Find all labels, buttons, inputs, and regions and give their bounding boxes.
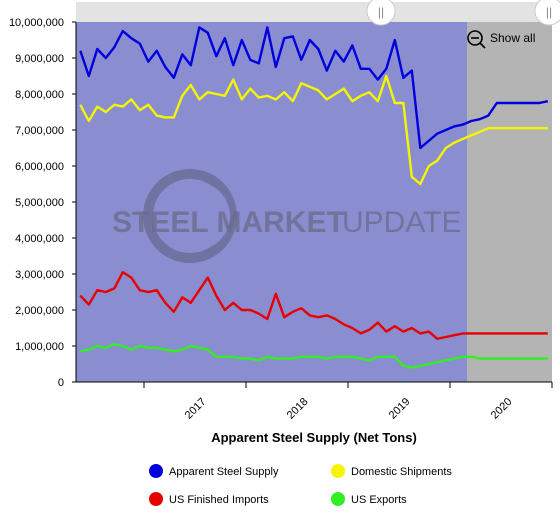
- legend-label-0: Apparent Steel Supply: [169, 466, 279, 478]
- series-line-0: [79, 26, 549, 150]
- y-tick-label: 8,000,000: [15, 89, 64, 101]
- axes: 0 1,000,000 2,000,000 3,000,000 4,000,000 5,0…: [9, 17, 553, 422]
- watermark-swoosh: [143, 169, 237, 263]
- watermark-logo: STEEL MARKET UPDATE: [112, 169, 461, 263]
- legend: Apparent Steel Supply Domestic Shipments U…: [149, 464, 452, 506]
- legend-label-3: US Exports: [351, 494, 407, 506]
- show-all-button[interactable]: Show all: [467, 30, 535, 49]
- y-tick-label: 10,000,000: [9, 17, 64, 29]
- series-line-1: [79, 74, 548, 186]
- navigator-track[interactable]: [76, 2, 552, 22]
- show-all-label[interactable]: Show all: [490, 31, 535, 45]
- series-line-2: [79, 271, 548, 340]
- svg-text:||: ||: [546, 5, 552, 19]
- x-tick-label: 2018: [285, 396, 311, 422]
- range-navigator[interactable]: || ||: [76, 0, 560, 26]
- legend-marker-2: [149, 492, 163, 506]
- y-tick-label: 2,000,000: [15, 305, 64, 317]
- legend-marker-1: [331, 464, 345, 478]
- chart-title: Apparent Steel Supply (Net Tons): [211, 430, 417, 445]
- zoom-out-icon: [467, 30, 483, 46]
- watermark-text-light: UPDATE: [342, 206, 461, 239]
- y-tick-label: 1,000,000: [15, 341, 64, 353]
- y-tick-label: 9,000,000: [15, 53, 64, 65]
- navigator-handle-right[interactable]: ||: [534, 0, 560, 26]
- zoom-out-icon-handle: [479, 42, 486, 49]
- svg-text:||: ||: [378, 5, 384, 19]
- shaded-region: [467, 22, 552, 382]
- y-tick-label: 4,000,000: [15, 233, 64, 245]
- legend-label-1: Domestic Shipments: [351, 466, 452, 478]
- legend-marker-0: [149, 464, 163, 478]
- series-layer: [79, 26, 549, 369]
- x-tick-label: 2017: [183, 396, 209, 422]
- watermark-swoosh-inner: [162, 182, 230, 250]
- y-tick-label: 0: [58, 377, 64, 389]
- x-tick-label: 2020: [489, 396, 515, 422]
- legend-marker-3: [331, 492, 345, 506]
- series-line-3: [80, 343, 548, 369]
- y-tick-label: 3,000,000: [15, 269, 64, 281]
- y-tick-label: 6,000,000: [15, 161, 64, 173]
- watermark-text-bold: STEEL MARKET: [112, 206, 345, 239]
- y-tick-label: 7,000,000: [15, 125, 64, 137]
- navigator-handle-left[interactable]: ||: [366, 0, 396, 26]
- legend-label-2: US Finished Imports: [169, 494, 269, 506]
- x-tick-label: 2019: [387, 396, 413, 422]
- y-tick-label: 5,000,000: [15, 197, 64, 209]
